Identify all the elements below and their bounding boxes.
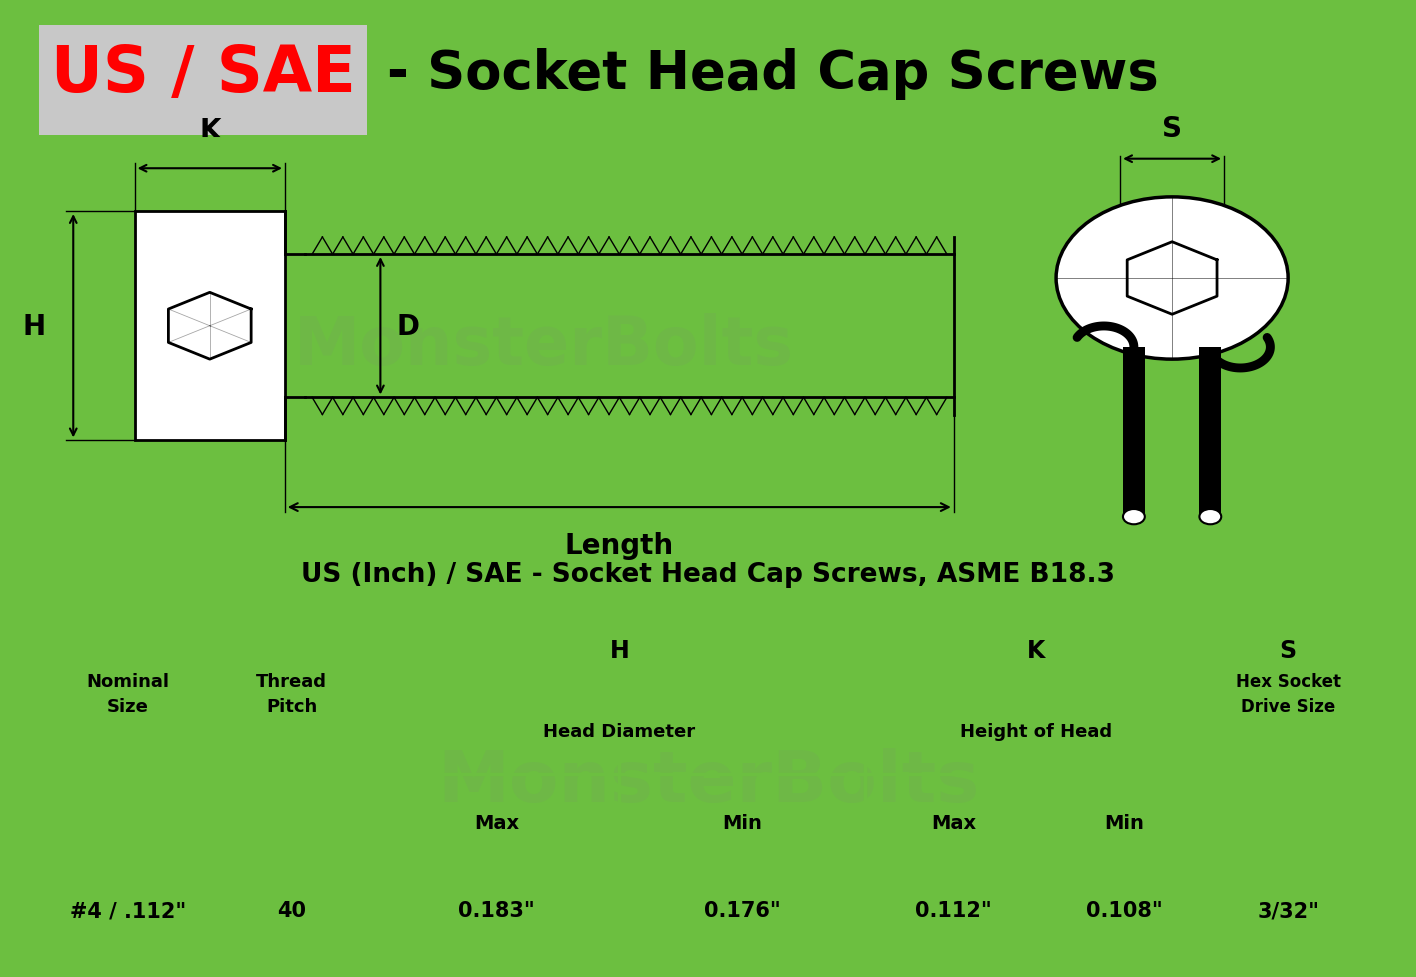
Text: H: H [609,639,629,662]
Text: D: D [396,313,419,340]
Text: 0.112": 0.112" [915,901,993,920]
Text: K: K [1027,639,1045,662]
Text: Max: Max [474,813,520,831]
Circle shape [1199,509,1221,525]
Text: Height of Head: Height of Head [960,723,1112,741]
Text: 0.108": 0.108" [1086,901,1163,920]
Text: S: S [1280,639,1297,662]
Text: 40: 40 [278,901,306,920]
Bar [1123,348,1144,517]
Text: 0.183": 0.183" [457,901,535,920]
Text: MonsterBolts: MonsterBolts [295,313,794,378]
Circle shape [1123,509,1144,525]
Circle shape [1056,197,1289,360]
Text: #4 / .112": #4 / .112" [69,901,185,920]
Text: H: H [23,313,45,340]
Text: Head Diameter: Head Diameter [544,723,695,741]
Text: Thread
Pitch: Thread Pitch [256,672,327,715]
Text: Min: Min [1104,813,1144,831]
Text: Min: Min [722,813,762,831]
Text: K: K [200,117,221,146]
Text: 0.176": 0.176" [704,901,780,920]
Text: 3/32": 3/32" [1257,901,1320,920]
Text: Hex Socket
Drive Size: Hex Socket Drive Size [1236,672,1341,715]
Text: Length: Length [565,531,674,560]
Text: US / SAE: US / SAE [51,43,355,105]
Bar [135,212,285,441]
Text: US (Inch) / SAE - Socket Head Cap Screws, ASME B18.3: US (Inch) / SAE - Socket Head Cap Screws… [302,562,1114,587]
Text: - Socket Head Cap Screws: - Socket Head Cap Screws [387,48,1158,100]
Text: MonsterBolts: MonsterBolts [438,747,978,816]
Polygon shape [1127,242,1216,315]
Bar [1199,348,1221,517]
Bar [40,26,367,136]
Text: Nominal
Size: Nominal Size [86,672,170,715]
Text: Max: Max [932,813,976,831]
Text: S: S [1163,114,1182,143]
